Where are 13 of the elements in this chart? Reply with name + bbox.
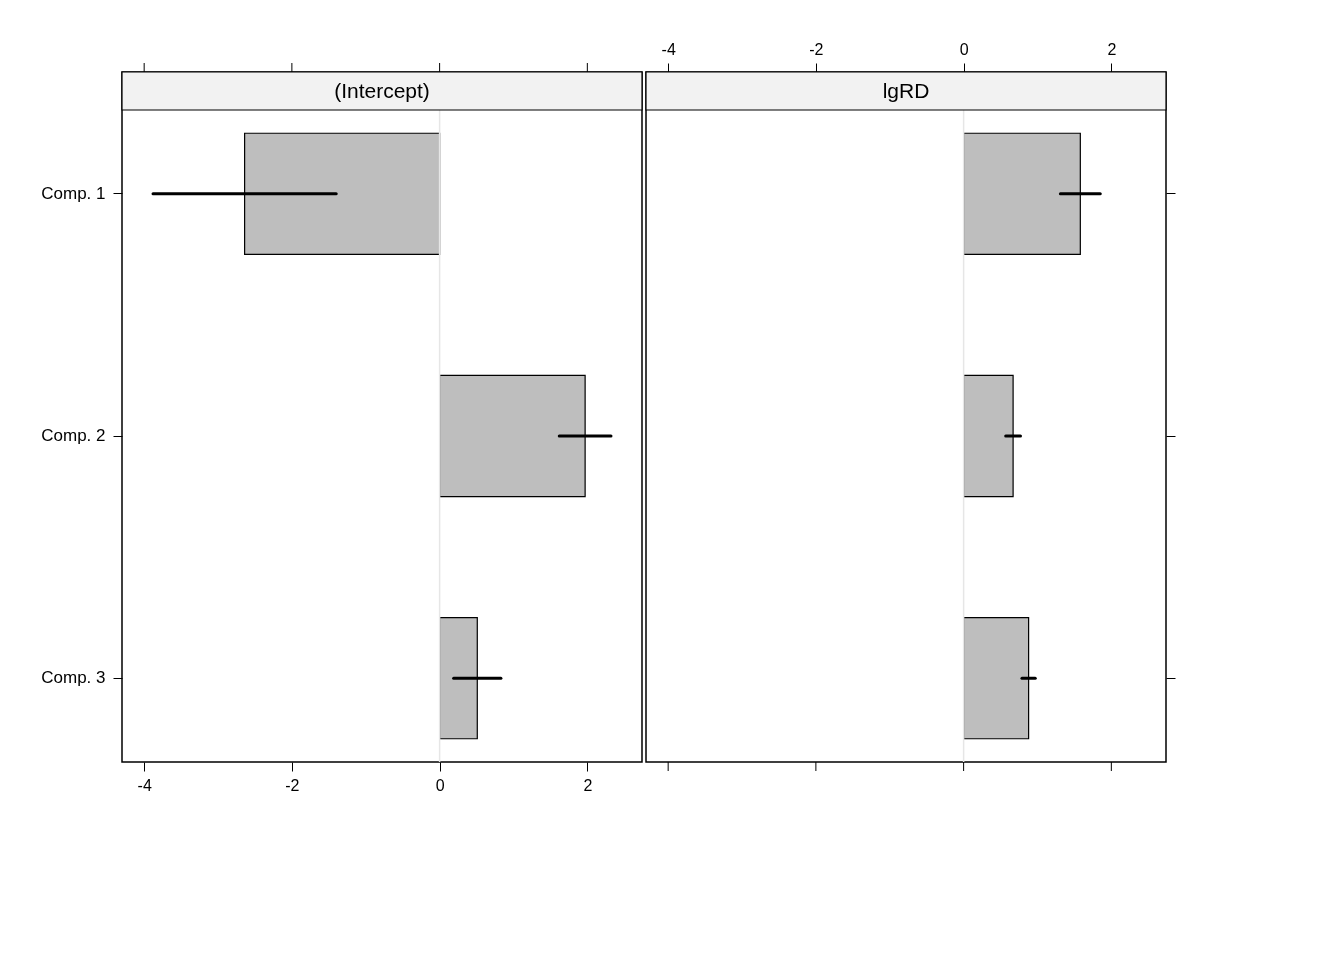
x-tick-label: -4: [137, 776, 152, 794]
chart-title: (Intercept): [334, 79, 430, 102]
x-tick-label: -2: [809, 40, 824, 58]
x-tick-label: -4: [661, 40, 676, 58]
x-tick-label: 2: [583, 776, 593, 794]
x-tick-label: 2: [1107, 40, 1117, 58]
chart-title: lgRD: [882, 79, 930, 102]
y-tick-label: Comp. 2: [41, 426, 106, 445]
y-tick-label: Comp. 1: [41, 183, 106, 203]
y-tick-label: Comp. 3: [41, 668, 106, 688]
x-tick-label: 0: [435, 776, 445, 794]
x-tick-label: 0: [959, 40, 969, 58]
x-tick-label: -2: [285, 776, 300, 794]
